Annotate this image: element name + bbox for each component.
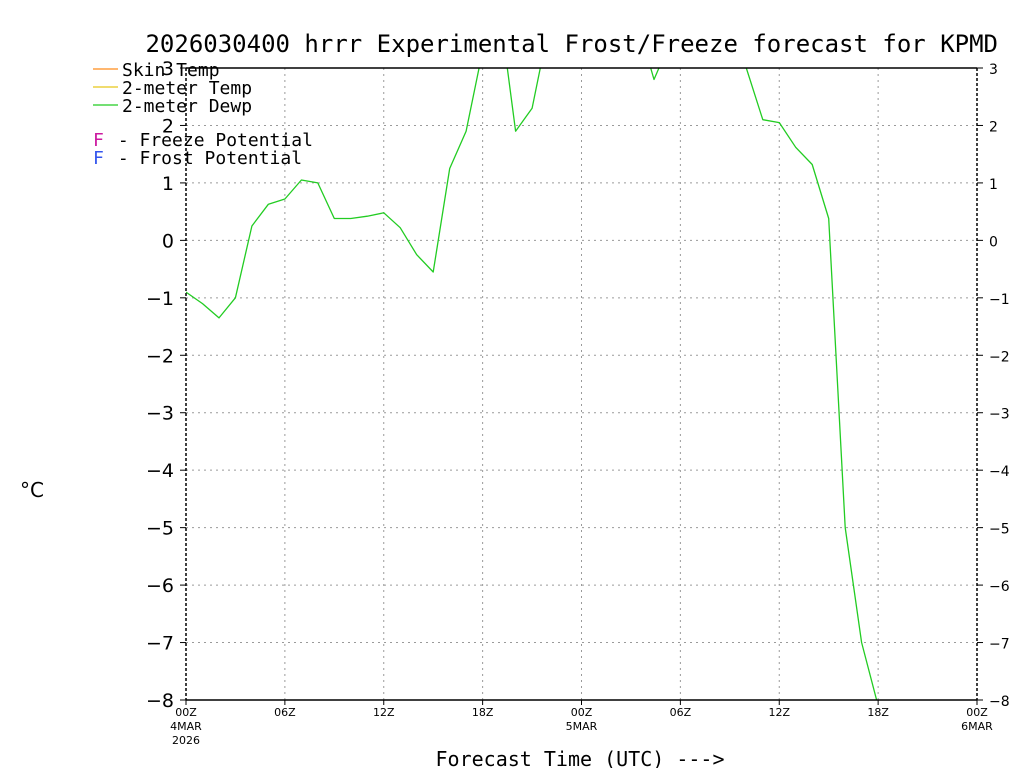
y-tick-label-right: −1 <box>989 292 1010 308</box>
legend-marker-symbol: F <box>93 148 104 169</box>
y-tick-label-right: −3 <box>989 407 1010 423</box>
y-tick-label-right: 1 <box>989 177 998 193</box>
y-tick-label-right: 3 <box>989 62 998 78</box>
y-tick-label-left: 0 <box>162 230 174 252</box>
series-line-dewpoint <box>186 68 878 700</box>
y-tick-label-left: −8 <box>146 690 174 712</box>
y-tick-label-right: −5 <box>989 522 1010 538</box>
legend-label: 2-meter Dewp <box>122 96 252 117</box>
x-tick-date-label: 4MAR <box>170 720 202 733</box>
y-tick-label-left: 1 <box>162 173 174 195</box>
y-tick-label-right: 2 <box>989 119 998 135</box>
y-tick-label-right: −4 <box>989 464 1010 480</box>
x-tick-date-label: 6MAR <box>961 720 993 733</box>
y-axis-label: °C <box>20 478 44 502</box>
x-tick-label: 12Z <box>768 706 790 719</box>
x-tick-label: 06Z <box>670 706 692 719</box>
x-tick-label: 18Z <box>867 706 889 719</box>
y-tick-label-right: −7 <box>989 637 1010 653</box>
x-tick-label: 00Z <box>966 706 988 719</box>
y-tick-label-left: −2 <box>146 345 174 367</box>
x-tick-label: 00Z <box>175 706 197 719</box>
x-tick-year-label: 2026 <box>172 734 200 747</box>
axes: 3 3 2 2 1 1 0 0 −1 −1 −2 −2 −3 −3 −4 −4 −5 −5 −6 −6 −7 −7 −8 −8… <box>146 58 1010 747</box>
legend-label: 2-meter Temp <box>122 78 252 99</box>
legend-marker-symbol: F <box>93 130 104 151</box>
y-tick-label-left: −4 <box>146 460 174 482</box>
x-tick-label: 00Z <box>571 706 593 719</box>
y-tick-label-right: −8 <box>989 694 1010 710</box>
y-tick-label-left: −1 <box>146 288 174 310</box>
x-tick-label: 12Z <box>373 706 395 719</box>
y-tick-label-left: −3 <box>146 403 174 425</box>
y-tick-label-left: −6 <box>146 575 174 597</box>
y-tick-label-left: −5 <box>146 518 174 540</box>
legend-marker-label: - Frost Potential <box>107 148 302 169</box>
y-tick-label-left: −7 <box>146 633 174 655</box>
series-layer <box>186 68 878 700</box>
x-tick-label: 06Z <box>274 706 296 719</box>
legend-marker-label: - Freeze Potential <box>107 130 313 151</box>
legend-label: Skin Temp <box>122 60 220 81</box>
x-tick-date-label: 5MAR <box>566 720 598 733</box>
y-tick-label-right: −6 <box>989 579 1010 595</box>
y-tick-label-right: −2 <box>989 349 1010 365</box>
y-tick-label-right: 0 <box>989 234 998 250</box>
y-tick-label-left: 2 <box>162 115 174 137</box>
y-tick-label-left: 3 <box>162 58 174 80</box>
x-tick-label: 18Z <box>472 706 494 719</box>
x-axis-label: Forecast Time (UTC) ---> <box>436 747 725 768</box>
grid-lines <box>186 68 977 700</box>
chart-title: 2026030400 hrrr Experimental Frost/Freez… <box>145 30 998 58</box>
